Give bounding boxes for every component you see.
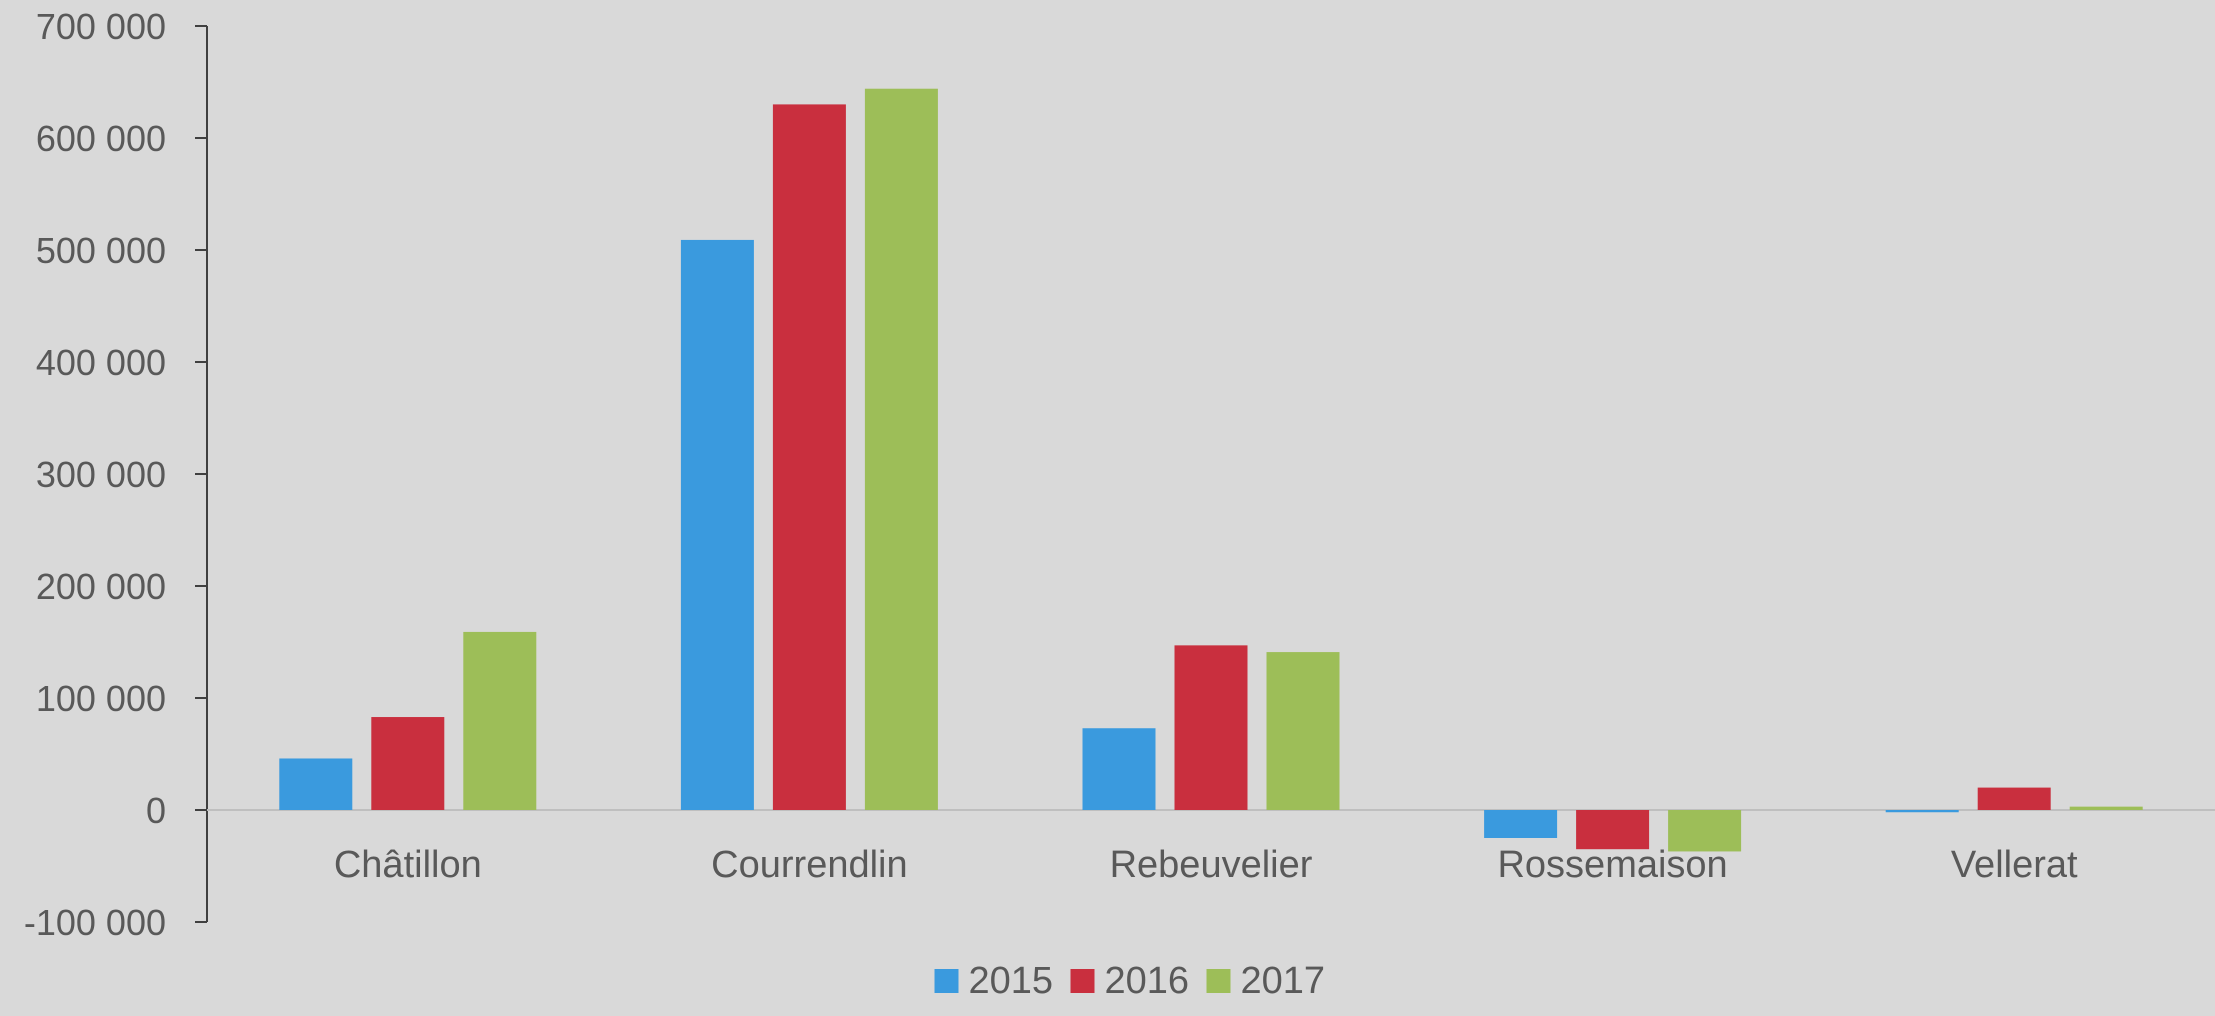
legend-label-2015: 2015 <box>969 960 1054 1002</box>
bar-2015-4 <box>1885 810 1959 813</box>
bars-group <box>279 88 2143 852</box>
x-category-label: Rebeuvelier <box>1110 844 1313 886</box>
y-tick-label: 200 000 <box>36 566 166 607</box>
legend-swatch-2016 <box>1070 969 1095 993</box>
legend: 2015 2016 2017 <box>934 960 1326 1002</box>
bar-2016-2 <box>1174 645 1248 810</box>
y-axis: -100 000 0 100 000 200 000 300 000 400 000 500… <box>24 6 2215 943</box>
bar-2016-0 <box>371 717 445 810</box>
x-axis-labels: Châtillon Courrendlin Rebeuvelier Rossemais… <box>334 844 2078 886</box>
legend-label-2017: 2017 <box>1241 960 1326 1002</box>
bar-2017-3 <box>1668 810 1742 852</box>
bar-2015-2 <box>1082 728 1156 810</box>
x-category-label: Châtillon <box>334 844 482 886</box>
y-tick-label: -100 000 <box>24 902 166 943</box>
bar-2016-3 <box>1576 810 1650 850</box>
y-tick-label: 700 000 <box>36 6 166 47</box>
legend-swatch-2017 <box>1206 969 1231 993</box>
bar-2015-1 <box>680 239 754 811</box>
bar-2017-0 <box>463 631 537 810</box>
x-category-label: Courrendlin <box>711 844 907 886</box>
legend-label-2016: 2016 <box>1105 960 1190 1002</box>
y-tick-label: 500 000 <box>36 230 166 271</box>
bar-2016-4 <box>1977 787 2051 810</box>
y-tick-label: 600 000 <box>36 118 166 159</box>
legend-swatch-2015 <box>934 969 959 993</box>
bar-2017-2 <box>1266 652 1340 810</box>
y-tick-label: 100 000 <box>36 678 166 719</box>
x-category-label: Rossemaison <box>1497 844 1727 886</box>
bar-2015-3 <box>1484 810 1558 838</box>
bar-2015-0 <box>279 758 353 810</box>
bar-2017-1 <box>864 88 938 811</box>
y-tick-label: 300 000 <box>36 454 166 495</box>
bar-2017-4 <box>2069 806 2143 810</box>
x-category-label: Vellerat <box>1951 844 2078 886</box>
bar-2016-1 <box>772 104 846 810</box>
y-tick-label: 400 000 <box>36 342 166 383</box>
y-tick-label: 0 <box>146 790 166 831</box>
